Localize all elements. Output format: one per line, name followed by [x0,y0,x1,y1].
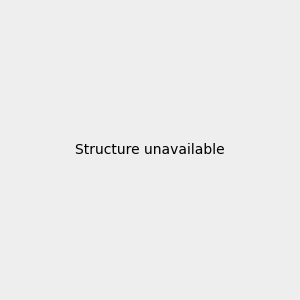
Text: Structure unavailable: Structure unavailable [75,143,225,157]
